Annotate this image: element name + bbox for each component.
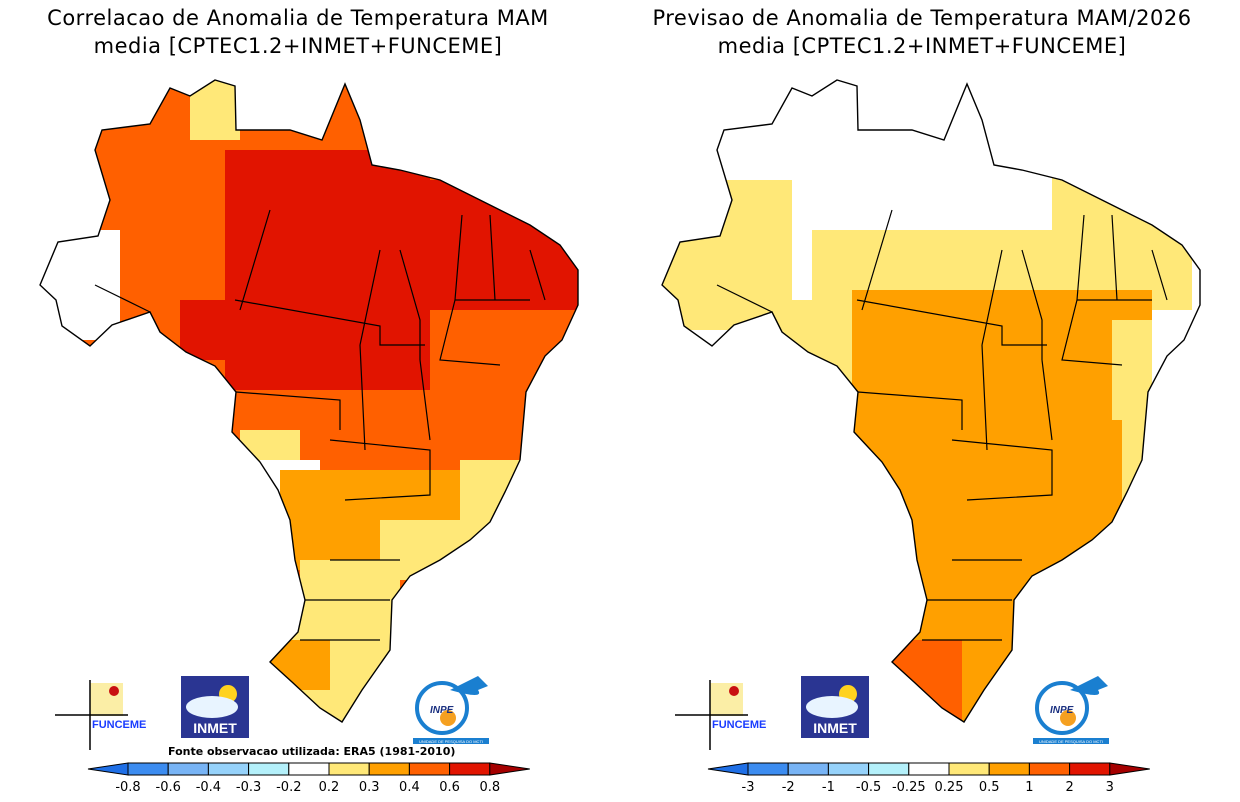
colorbar-tick-label: 0.8 xyxy=(479,780,500,795)
country-border xyxy=(39,79,579,723)
map-fill xyxy=(40,80,578,722)
inmet-logo-text: INMET xyxy=(813,720,857,736)
shaded-region xyxy=(40,230,120,340)
colorbar-bin xyxy=(167,762,209,776)
source-note: Fonte observacao utilizada: ERA5 (1981-2… xyxy=(168,745,456,758)
cloud-icon xyxy=(806,696,858,718)
colorbar-tick-label: 0.4 xyxy=(399,780,420,795)
colorbar-tick-label: -2 xyxy=(782,780,795,795)
colorbar-tick-label: -0.2 xyxy=(276,780,301,795)
shaded-region xyxy=(1052,170,1172,250)
colorbar-tick-label: 3 xyxy=(1106,780,1114,795)
colorbar-tick-label: -0.6 xyxy=(156,780,181,795)
country-border xyxy=(661,79,1201,723)
colorbar-bin xyxy=(408,762,451,776)
right-map-title: Previsao de Anomalia de Temperatura MAM/… xyxy=(612,4,1232,60)
inpe-logo-text: INPE xyxy=(430,705,454,716)
cloud-icon xyxy=(186,696,238,718)
inpe-subtitle: UNIDADE DE PESQUISA DO MCTI xyxy=(1039,739,1103,744)
shaded-region xyxy=(400,180,578,310)
colorbar-bin xyxy=(868,762,910,776)
shaded-region xyxy=(180,300,250,360)
inmet-logo-text: INMET xyxy=(193,720,237,736)
inpe-subtitle: UNIDADE DE PESQUISA DO MCTI xyxy=(419,739,483,744)
colorbar-tick-label: 0.3 xyxy=(359,780,380,795)
colorbar-tick-label: -3 xyxy=(742,780,755,795)
left-colorbar: -0.8 -0.6 -0.4 -0.3 -0.2 0.2 0.3 0.4 0.6 0.8 xyxy=(87,762,530,795)
colorbar-high-arrow xyxy=(489,762,530,776)
inpe-subtitle-bar xyxy=(1033,738,1109,744)
state-borders xyxy=(716,209,1168,641)
left-correlation-map xyxy=(39,79,579,723)
colorbar-tick-label: 0.6 xyxy=(439,780,460,795)
colorbar-tick-label: -0.8 xyxy=(115,780,140,795)
colorbar-bin xyxy=(787,762,829,776)
colorbar-tick-label: -0.3 xyxy=(236,780,261,795)
colorbar-tick-label: -1 xyxy=(822,780,835,795)
colorbar-bin xyxy=(328,762,370,776)
shaded-region xyxy=(225,150,430,390)
colorbar-bin xyxy=(1069,762,1111,776)
right-colorbar: -3 -2 -1 -0.5 -0.25 0.25 0.5 1 2 3 xyxy=(707,762,1150,795)
left-logos: FUNCEME INMET INPE UNIDADE DE PESQUISA DO M… xyxy=(55,676,489,750)
inpe-logo-text: INPE xyxy=(1050,705,1074,716)
right-logos: FUNCEME INMET INPE UNIDADE DE PESQUISA DO M… xyxy=(675,676,1109,750)
colorbar-bin xyxy=(747,762,789,776)
shaded-region xyxy=(922,600,1022,640)
colorbar-bin xyxy=(948,762,990,776)
inpe-arrow-icon xyxy=(1070,676,1108,695)
colorbar-tick-label: 2 xyxy=(1065,780,1073,795)
funceme-ball-icon xyxy=(109,686,119,696)
funceme-logo xyxy=(710,683,743,716)
colorbar-bin xyxy=(248,762,290,776)
colorbar-low-arrow xyxy=(87,762,129,776)
funceme-logo-text: FUNCEME xyxy=(712,719,766,731)
shaded-region xyxy=(1122,400,1162,530)
colorbar-bin xyxy=(908,762,950,776)
left-title-line1: Correlacao de Anomalia de Temperatura MA… xyxy=(47,6,549,30)
colorbar-tick-label: -0.5 xyxy=(856,780,881,795)
right-title-line1: Previsao de Anomalia de Temperatura MAM/… xyxy=(652,6,1192,30)
shaded-region xyxy=(190,80,240,140)
colorbar-tick-label: 1 xyxy=(1025,780,1033,795)
colorbar-bin xyxy=(827,762,870,776)
colorbar-bin xyxy=(1028,762,1071,776)
colorbar-bin xyxy=(207,762,250,776)
inpe-arrow-icon xyxy=(450,676,488,695)
colorbar-bin xyxy=(127,762,169,776)
right-title-line2: media [CPTEC1.2+INMET+FUNCEME] xyxy=(717,34,1127,58)
colorbar-bin xyxy=(988,762,1030,776)
colorbar-tick-label: 0.2 xyxy=(319,780,340,795)
inpe-orange-dot xyxy=(440,710,456,726)
state-borders xyxy=(94,209,546,641)
funceme-logo-text: FUNCEME xyxy=(92,719,146,731)
colorbar-bin xyxy=(288,762,330,776)
colorbar-bin xyxy=(368,762,410,776)
shaded-region xyxy=(270,640,330,690)
colorbar-tick-label: -0.25 xyxy=(892,780,926,795)
right-forecast-map xyxy=(661,79,1201,723)
funceme-logo xyxy=(90,683,123,716)
map-fill xyxy=(662,80,1200,722)
funceme-ball-icon xyxy=(729,686,739,696)
colorbar-tick-label: 0.25 xyxy=(935,780,964,795)
left-map-title: Correlacao de Anomalia de Temperatura MA… xyxy=(0,4,608,60)
shaded-region xyxy=(912,300,1142,340)
shaded-region xyxy=(892,640,962,720)
colorbar-tick-label: -0.4 xyxy=(196,780,221,795)
shaded-region xyxy=(852,290,1152,722)
colorbar-bin xyxy=(449,762,491,776)
colorbar-high-arrow xyxy=(1109,762,1150,776)
inpe-orange-dot xyxy=(1060,710,1076,726)
inpe-subtitle-bar xyxy=(413,738,489,744)
colorbar-tick-label: 0.5 xyxy=(979,780,1000,795)
left-title-line2: media [CPTEC1.2+INMET+FUNCEME] xyxy=(93,34,503,58)
colorbar-low-arrow xyxy=(707,762,749,776)
